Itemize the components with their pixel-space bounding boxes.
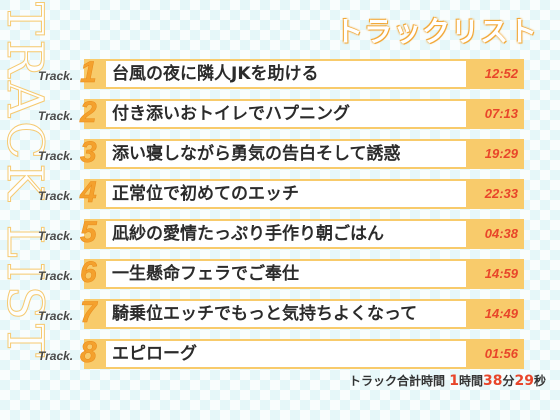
- total-minutes: 38: [483, 373, 503, 389]
- track-prefix: Track.: [38, 269, 74, 283]
- track-title: 台風の夜に隣人JKを助ける: [112, 64, 319, 84]
- track-title-box: [106, 301, 466, 327]
- track-row[interactable]: Track. 1 台風の夜に隣人JKを助ける 12:52: [0, 55, 560, 95]
- page-title: トラックリスト: [334, 15, 538, 48]
- track-title: エピローグ: [112, 344, 197, 364]
- track-title: 添い寝しながら勇気の告白そして誘惑: [112, 144, 401, 164]
- track-title: 一生懸命フェラでご奉仕: [112, 264, 299, 284]
- vertical-track-list-title: TRACK LIST: [2, 2, 48, 362]
- total-minutes-unit: 分: [502, 374, 515, 388]
- track-prefix: Track.: [38, 69, 74, 83]
- track-prefix: Track.: [38, 109, 74, 123]
- track-number: 6: [80, 256, 97, 290]
- track-title-box: [106, 141, 466, 167]
- total-label: トラック合計時間: [349, 374, 446, 388]
- track-title-box: [106, 261, 466, 287]
- track-prefix: Track.: [38, 229, 74, 243]
- track-duration: 14:59: [484, 266, 518, 281]
- track-duration: 07:13: [484, 106, 518, 121]
- track-prefix: Track.: [38, 309, 74, 323]
- total-hours: 1: [449, 373, 459, 389]
- track-title-box: [106, 61, 466, 87]
- track-title: 騎乗位エッチでもっと気持ちよくなって: [112, 304, 418, 324]
- track-title-box: [106, 221, 466, 247]
- track-number: 1: [80, 56, 97, 90]
- track-duration: 19:29: [484, 146, 518, 161]
- track-duration: 22:33: [484, 186, 518, 201]
- track-prefix: Track.: [38, 349, 74, 363]
- track-prefix: Track.: [38, 149, 74, 163]
- track-row[interactable]: Track. 5 凪紗の愛情たっぷり手作り朝ごはん 04:38: [0, 215, 560, 255]
- track-title-box: [106, 341, 466, 367]
- track-row[interactable]: Track. 2 付き添いおトイレでハプニング 07:13: [0, 95, 560, 135]
- track-title-box: [106, 101, 466, 127]
- track-prefix: Track.: [38, 189, 74, 203]
- track-row[interactable]: Track. 4 正常位で初めてのエッチ 22:33: [0, 175, 560, 215]
- total-seconds-unit: 秒: [533, 374, 546, 388]
- track-row[interactable]: Track. 7 騎乗位エッチでもっと気持ちよくなって 14:49: [0, 295, 560, 335]
- track-title-box: [106, 181, 466, 207]
- track-row[interactable]: Track. 6 一生懸命フェラでご奉仕 14:59: [0, 255, 560, 295]
- track-duration: 04:38: [484, 226, 518, 241]
- track-row[interactable]: Track. 3 添い寝しながら勇気の告白そして誘惑 19:29: [0, 135, 560, 175]
- track-title: 正常位で初めてのエッチ: [112, 184, 299, 204]
- track-row[interactable]: Track. 8 エピローグ 01:56: [0, 335, 560, 375]
- total-hours-unit: 時間: [458, 374, 483, 388]
- track-duration: 01:56: [484, 346, 518, 361]
- total-duration: トラック合計時間 1時間38分29秒: [349, 372, 546, 389]
- track-number: 5: [80, 216, 97, 250]
- track-number: 2: [80, 96, 97, 130]
- track-duration: 14:49: [484, 306, 518, 321]
- track-title: 付き添いおトイレでハプニング: [112, 104, 350, 124]
- track-number: 7: [80, 296, 97, 330]
- track-title: 凪紗の愛情たっぷり手作り朝ごはん: [112, 224, 384, 244]
- track-number: 8: [80, 336, 97, 370]
- total-seconds: 29: [514, 373, 534, 389]
- track-number: 4: [80, 176, 97, 210]
- track-number: 3: [80, 136, 97, 170]
- track-duration: 12:52: [484, 66, 518, 81]
